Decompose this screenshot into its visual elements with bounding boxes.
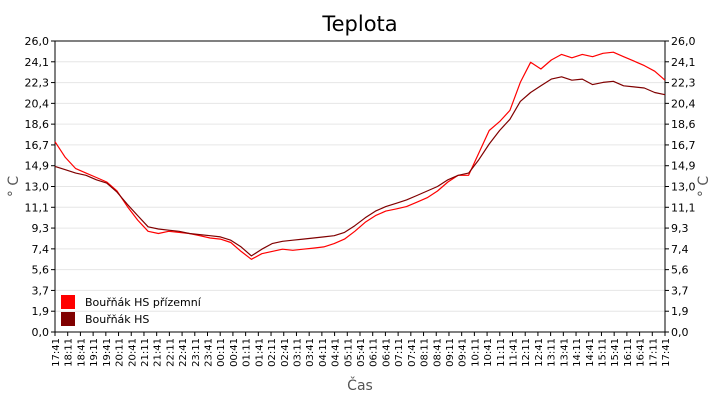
y-tick-label: 9,3 (32, 222, 50, 235)
y-tick-label: 20,4 (25, 97, 50, 110)
x-tick-label: 21:41 (153, 338, 164, 367)
y-tick-label: 0,0 (32, 326, 50, 339)
y-tick-label-right: 24,1 (671, 56, 696, 69)
y-tick-label-right: 9,3 (671, 222, 689, 235)
y-tick-label-right: 13,0 (671, 181, 696, 194)
y-tick-label-right: 26,0 (671, 35, 696, 48)
x-tick-label: 17:11 (648, 338, 659, 367)
x-tick-label: 02:11 (267, 338, 278, 367)
y-tick-label: 16,7 (25, 139, 50, 152)
y-tick-label: 1,9 (32, 305, 50, 318)
legend-label: Bouřňák HS (85, 313, 149, 326)
legend-swatch (61, 312, 75, 326)
chart-grid (55, 40, 665, 333)
x-axis-title: Čas (347, 376, 373, 394)
x-tick-label: 00:11 (216, 338, 227, 367)
x-tick-label: 01:11 (242, 338, 253, 367)
x-tick-label: 09:11 (445, 338, 456, 367)
y-axis-title-left: ° C (6, 176, 22, 197)
y-tick-label-right: 7,4 (671, 243, 689, 256)
y-tick-label: 5,6 (32, 264, 50, 277)
y-tick-label: 18,6 (25, 118, 50, 131)
x-tick-label: 18:41 (76, 338, 87, 367)
chart-title: Teplota (321, 12, 397, 36)
y-tick-label-right: 14,9 (671, 160, 696, 173)
y-tick-label: 26,0 (25, 35, 50, 48)
y-tick-label: 13,0 (25, 181, 50, 194)
y-tick-label: 24,1 (25, 56, 50, 69)
x-tick-label: 22:41 (178, 338, 189, 367)
x-tick-label: 15:11 (597, 338, 608, 367)
x-tick-label: 10:11 (470, 338, 481, 367)
x-tick-label: 19:41 (102, 338, 113, 367)
x-tick-label: 21:11 (140, 338, 151, 367)
y-axis-left: 0,0 1,9 3,7 5,6 7,4 9,3 11,1 13,0 14,9 16,7 18,6 20… (25, 35, 55, 339)
y-tick-label-right: 1,9 (671, 305, 689, 318)
y-tick-label-right: 16,7 (671, 139, 696, 152)
chart-legend: Bouřňák HS přízemní Bouřňák HS (61, 295, 202, 326)
x-tick-label: 20:11 (115, 338, 126, 367)
y-tick-label-right: 22,3 (671, 77, 696, 90)
x-tick-label: 04:41 (331, 338, 342, 367)
x-axis: 17:41 18:11 18:41 19:11 19:41 20:11 20:41 21:11… (51, 332, 672, 367)
y-tick-label-right: 20,4 (671, 97, 696, 110)
series-layer (54, 51, 666, 260)
x-tick-label: 07:11 (394, 338, 405, 367)
legend-swatch (61, 295, 75, 309)
x-tick-label: 00:41 (229, 338, 240, 367)
x-tick-label: 03:11 (292, 338, 303, 367)
x-tick-label: 11:11 (496, 338, 507, 367)
x-tick-label: 07:41 (407, 338, 418, 367)
x-tick-label: 17:41 (51, 338, 62, 367)
series-line-1 (54, 51, 666, 260)
x-tick-label: 22:11 (165, 338, 176, 367)
x-tick-label: 20:41 (127, 338, 138, 367)
y-axis-right: 0,0 1,9 3,7 5,6 7,4 9,3 11,1 13,0 14,9 16,7 18,6 20… (665, 35, 696, 339)
x-tick-label: 12:11 (521, 338, 532, 367)
x-tick-label: 10:41 (483, 338, 494, 367)
x-tick-label: 23:11 (191, 338, 202, 367)
x-tick-label: 06:11 (369, 338, 380, 367)
y-tick-label-right: 3,7 (671, 284, 689, 297)
x-tick-label: 08:41 (432, 338, 443, 367)
x-tick-label: 02:41 (280, 338, 291, 367)
y-tick-label: 11,1 (25, 201, 50, 214)
x-tick-label: 13:41 (559, 338, 570, 367)
x-tick-label: 01:41 (254, 338, 265, 367)
x-tick-label: 05:11 (343, 338, 354, 367)
x-tick-label: 14:41 (585, 338, 596, 367)
x-tick-label: 03:41 (305, 338, 316, 367)
y-tick-label: 14,9 (25, 160, 50, 173)
x-tick-label: 17:41 (661, 338, 672, 367)
x-tick-label: 05:41 (356, 338, 367, 367)
x-tick-label: 04:11 (318, 338, 329, 367)
x-tick-label: 14:11 (572, 338, 583, 367)
x-tick-label: 13:11 (547, 338, 558, 367)
x-tick-label: 08:11 (420, 338, 431, 367)
y-tick-label: 7,4 (32, 243, 50, 256)
y-tick-label: 3,7 (32, 284, 50, 297)
legend-label: Bouřňák HS přízemní (85, 296, 202, 309)
x-tick-label: 12:41 (534, 338, 545, 367)
y-axis-title-right: ° C (696, 176, 712, 197)
x-tick-label: 19:11 (89, 338, 100, 367)
y-tick-label: 22,3 (25, 77, 50, 90)
y-tick-label-right: 11,1 (671, 201, 696, 214)
series-line-2 (54, 76, 666, 257)
x-tick-label: 11:41 (509, 338, 520, 367)
y-tick-label-right: 5,6 (671, 264, 689, 277)
x-tick-label: 18:11 (64, 338, 75, 367)
x-tick-label: 16:11 (623, 338, 634, 367)
x-tick-label: 06:41 (381, 338, 392, 367)
y-tick-label-right: 0,0 (671, 326, 689, 339)
x-tick-label: 16:41 (636, 338, 647, 367)
x-tick-label: 09:41 (458, 338, 469, 367)
x-tick-label: 23:41 (204, 338, 215, 367)
x-tick-label: 15:41 (610, 338, 621, 367)
y-tick-label-right: 18,6 (671, 118, 696, 131)
